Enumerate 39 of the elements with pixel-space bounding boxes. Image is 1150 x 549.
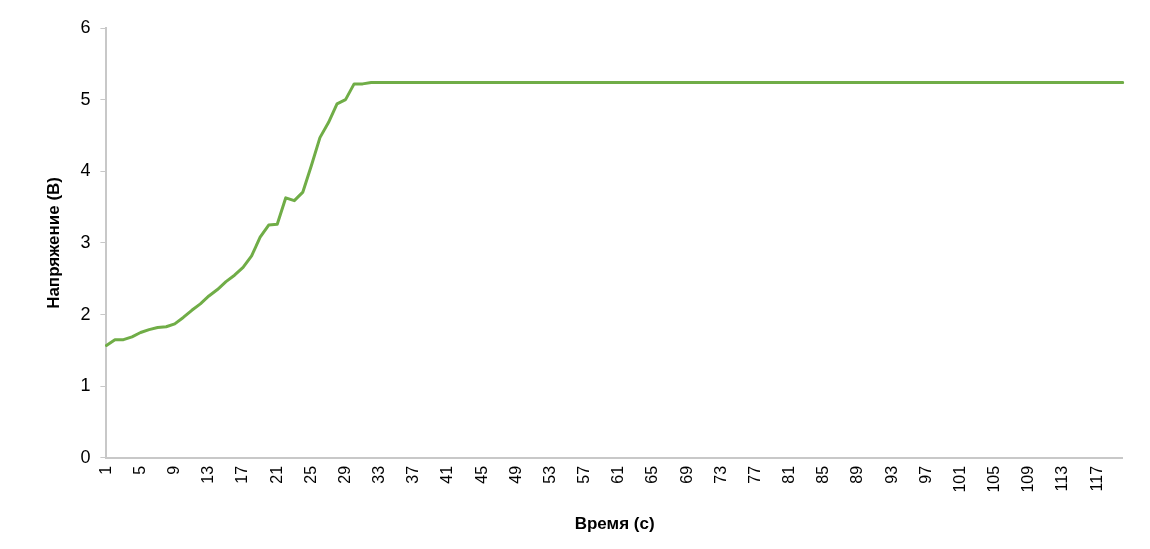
x-tick-label: 21 — [267, 465, 285, 484]
x-tick-label: 41 — [438, 465, 456, 484]
x-tick-label: 89 — [848, 465, 866, 484]
x-tick-label: 81 — [780, 465, 798, 484]
x-tick-label: 97 — [916, 465, 934, 484]
x-tick-label: 105 — [985, 465, 1003, 493]
x-tick-label: 73 — [711, 465, 729, 484]
x-tick-label: 17 — [233, 465, 251, 484]
y-tick-label: 4 — [80, 160, 91, 181]
x-tick-label: 53 — [540, 465, 558, 484]
x-tick-label: 85 — [814, 465, 832, 484]
y-tick-label: 1 — [80, 375, 91, 396]
x-tick-label: 37 — [404, 465, 422, 484]
y-tick-label: 5 — [80, 88, 91, 109]
y-tick-label: 2 — [80, 303, 91, 324]
x-tick-label: 49 — [506, 465, 524, 484]
y-tick-label: 3 — [80, 231, 91, 252]
x-tick-label: 5 — [130, 465, 148, 475]
x-tick-label: 117 — [1087, 465, 1105, 492]
x-tick-label: 33 — [370, 465, 388, 484]
x-tick-label: 69 — [677, 465, 695, 484]
x-tick-label: 101 — [950, 465, 968, 493]
x-tick-label: 13 — [199, 465, 217, 484]
x-tick-label: 29 — [335, 465, 353, 484]
x-tick-label: 57 — [575, 465, 593, 484]
x-tick-label: 25 — [301, 465, 319, 484]
x-tick-label: 65 — [643, 465, 661, 484]
y-tick-label: 0 — [80, 446, 91, 467]
x-tick-label: 109 — [1019, 465, 1037, 493]
y-tick-label: 6 — [80, 16, 91, 37]
x-tick-label: 61 — [609, 465, 627, 484]
x-tick-label: 45 — [472, 465, 490, 484]
x-tick-label: 77 — [745, 465, 763, 484]
x-tick-label: 93 — [882, 465, 900, 484]
x-tick-label: 9 — [165, 465, 183, 475]
x-tick-label: 1 — [96, 465, 114, 475]
x-axis-title: Время (с) — [574, 514, 655, 534]
x-tick-label: 113 — [1053, 465, 1071, 492]
y-axis-title: Напряжение (В) — [43, 177, 63, 309]
